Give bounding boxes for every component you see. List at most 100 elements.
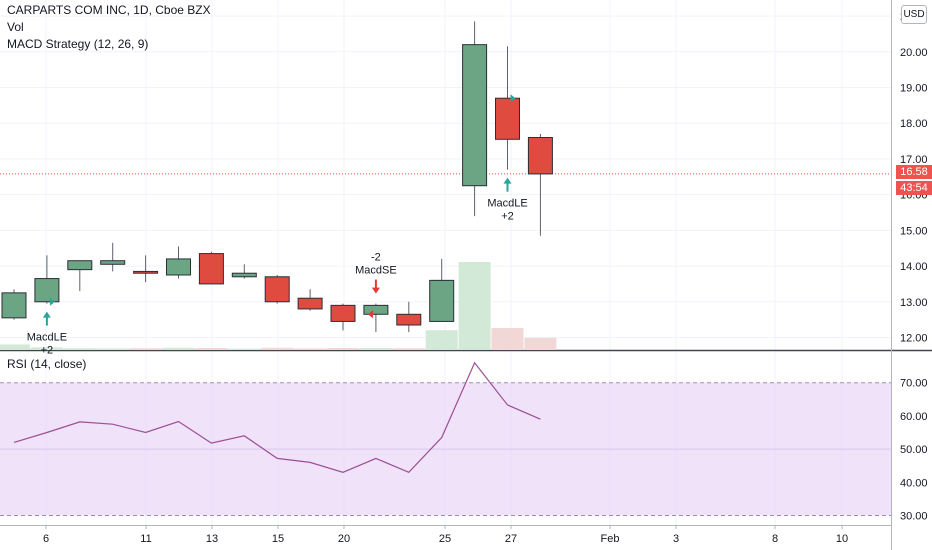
long-signal-qty: +2 — [501, 211, 514, 223]
symbol-title[interactable]: CARPARTS COM INC, 1D, Cboe BZX — [7, 3, 211, 17]
volume-bar — [195, 348, 228, 350]
price-tick-label: 13.00 — [900, 297, 928, 309]
volume-bar — [96, 348, 129, 350]
volume-bar — [392, 348, 425, 350]
candle-body — [429, 279, 455, 322]
volume-bar — [359, 348, 392, 350]
volume-bar — [294, 348, 327, 350]
candle-body — [133, 270, 159, 274]
candle — [1, 289, 27, 320]
price-tick-label: 14.00 — [900, 261, 928, 273]
candle — [429, 258, 455, 322]
time-tick-label: 25 — [439, 533, 451, 545]
candle — [166, 246, 191, 279]
long-entry-marker — [49, 297, 55, 306]
candle-body — [363, 304, 389, 315]
time-tick-label: 15 — [272, 533, 284, 545]
volume-bar — [228, 348, 261, 350]
candle — [34, 255, 60, 304]
candle — [330, 303, 356, 331]
time-tick-label: 3 — [673, 533, 679, 545]
price-tick-label: 20.00 — [900, 47, 928, 59]
time-tick-label: 8 — [772, 533, 778, 545]
volume-bar — [129, 348, 162, 350]
candle-body — [462, 44, 488, 187]
candle — [396, 301, 422, 333]
rsi-tick-label: 30.00 — [900, 511, 928, 523]
volume-bar — [162, 347, 195, 350]
time-tick-label: Feb — [601, 533, 620, 545]
last-price-tag: 16.58 — [896, 165, 932, 179]
volume-bar — [458, 262, 491, 350]
long-signal-label: MacdLE — [27, 332, 67, 344]
candle — [495, 46, 520, 170]
candle-body — [297, 297, 323, 310]
long-signal-label: MacdLE — [487, 198, 527, 210]
bar-countdown-tag: 43:54 — [896, 181, 932, 195]
price-tick-label: 17.00 — [900, 154, 928, 166]
rsi-tick-label: 70.00 — [900, 378, 928, 390]
candle — [264, 275, 290, 304]
time-tick-label: 10 — [836, 533, 848, 545]
candles[interactable] — [1, 21, 553, 333]
candle-body — [1, 292, 27, 319]
candle-body — [166, 258, 191, 276]
candle-body — [330, 304, 356, 322]
volume-bar — [63, 348, 96, 350]
strategy-legend[interactable]: MACD Strategy (12, 26, 9) — [7, 37, 149, 51]
long-signal-arrow-head — [42, 311, 51, 318]
volume-legend[interactable]: Vol — [7, 20, 24, 34]
candle — [231, 264, 257, 279]
candle — [100, 242, 126, 272]
candle — [67, 260, 93, 292]
volume-bar — [0, 344, 30, 350]
price-tick-label: 18.00 — [900, 118, 928, 130]
candle-body — [100, 260, 126, 265]
candle-body — [198, 253, 224, 285]
candle-body — [231, 272, 257, 278]
currency-badge[interactable]: USD — [901, 5, 927, 24]
short-signal-arrow-head — [371, 287, 380, 294]
rsi-legend[interactable]: RSI (14, close) — [7, 357, 87, 371]
price-tick-label: 12.00 — [900, 333, 928, 345]
time-tick-label: 6 — [43, 533, 49, 545]
candle-body — [34, 278, 60, 303]
volume-bar — [327, 348, 359, 350]
time-axis[interactable]: 6 11 13 15 20 25 27 Feb 3 8 10 — [0, 525, 891, 545]
rsi-tick-label: 40.00 — [900, 477, 928, 489]
candle — [198, 251, 224, 285]
long-signal-qty: +2 — [41, 345, 54, 357]
rsi-tick-label: 60.00 — [900, 411, 928, 423]
candle-body — [495, 97, 520, 140]
price-tick-label: 19.00 — [900, 83, 928, 95]
time-tick-label: 27 — [505, 533, 517, 545]
volume-bar — [524, 337, 557, 350]
time-tick-label: 13 — [206, 533, 218, 545]
candle — [297, 289, 323, 311]
rsi-pane — [0, 361, 891, 516]
candle — [133, 255, 159, 283]
short-signal-label: MacdSE — [355, 265, 397, 277]
short-entry-marker — [367, 310, 373, 319]
time-tick-label: 11 — [140, 533, 151, 545]
volume-bar — [491, 328, 524, 350]
rsi-tick-label: 50.00 — [900, 444, 928, 456]
candle — [462, 21, 488, 217]
volume-bar — [30, 347, 63, 350]
candle-body — [67, 260, 93, 271]
volume-bars — [0, 262, 557, 350]
candle — [527, 133, 553, 236]
candle — [363, 303, 389, 333]
volume-bar — [425, 330, 458, 350]
candle-body — [264, 276, 290, 303]
volume-bar — [261, 347, 294, 350]
long-entry-marker — [510, 94, 516, 103]
candle-body — [527, 137, 553, 175]
rsi-line — [13, 361, 541, 474]
short-signal-qty: -2 — [371, 252, 381, 264]
long-signal-arrow-head — [503, 177, 512, 184]
time-tick-label: 20 — [338, 533, 350, 545]
price-axis[interactable]: 12.0013.0014.0015.0016.0017.0018.0019.00… — [891, 0, 928, 550]
